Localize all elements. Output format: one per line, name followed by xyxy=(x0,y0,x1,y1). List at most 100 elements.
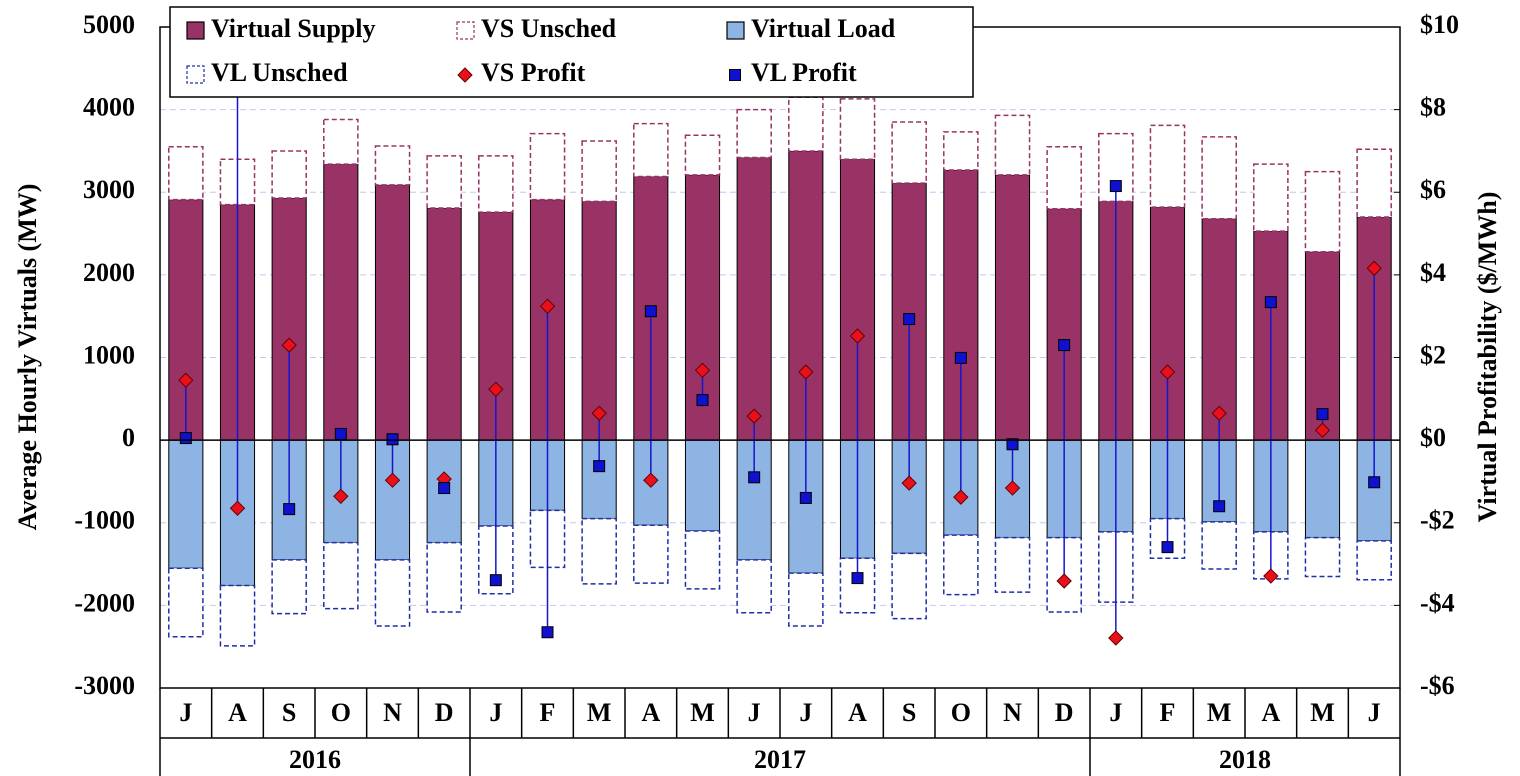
bar xyxy=(1356,148,1392,218)
x-tick-label: J xyxy=(1368,698,1381,727)
y2-tick-label: -$2 xyxy=(1420,506,1455,535)
bar xyxy=(323,118,359,165)
bar xyxy=(271,150,307,199)
x-tick-label: N xyxy=(1003,698,1022,727)
profit-marker xyxy=(798,364,814,380)
profit-marker xyxy=(386,433,399,446)
x-tick-label: J xyxy=(179,698,192,727)
profit-marker xyxy=(849,328,866,344)
x-tick-label: M xyxy=(587,698,612,727)
profit-marker xyxy=(644,305,657,318)
bar xyxy=(1304,170,1341,253)
profit-marker xyxy=(1314,422,1331,438)
bar xyxy=(1046,146,1082,210)
bar xyxy=(426,155,462,209)
group-label: 2018 xyxy=(1219,745,1271,774)
y2-tick-label: $10 xyxy=(1420,10,1459,39)
profit-marker xyxy=(1159,364,1176,380)
bar xyxy=(1149,124,1186,208)
y-tick-label: 3000 xyxy=(83,175,135,204)
profit-marker xyxy=(438,482,451,495)
y2-tick-label: $8 xyxy=(1420,93,1446,122)
profit-marker xyxy=(1108,630,1124,646)
profit-marker xyxy=(178,372,194,388)
bar xyxy=(891,552,927,620)
bar xyxy=(684,530,721,590)
bar xyxy=(891,121,927,184)
legend-swatch xyxy=(457,67,473,83)
y2-tick-label: $4 xyxy=(1420,258,1446,287)
y-tick-label: -1000 xyxy=(74,506,135,535)
x-tick-label: M xyxy=(690,698,715,727)
bar xyxy=(1253,163,1289,232)
bar xyxy=(426,541,462,613)
y-tick-label: 5000 xyxy=(83,10,135,39)
bar xyxy=(788,572,824,627)
x-tick-label: A xyxy=(641,698,660,727)
bar xyxy=(581,140,617,203)
x-tick-label: S xyxy=(282,698,296,727)
profit-marker xyxy=(953,489,969,505)
profit-marker xyxy=(1211,405,1227,421)
y2-tick-label: $2 xyxy=(1420,340,1446,369)
profit-marker xyxy=(489,574,502,587)
x-tick-label: A xyxy=(1261,698,1280,727)
x-tick-label: M xyxy=(1310,698,1335,727)
bar xyxy=(323,541,359,610)
bar xyxy=(426,207,462,441)
profit-marker xyxy=(799,491,812,504)
y2-tick-label: -$6 xyxy=(1420,671,1455,700)
x-tick-label: O xyxy=(951,698,971,727)
profit-marker xyxy=(1161,541,1174,554)
legend: Virtual Supply VS Unsched Virtual Load VL U… xyxy=(169,6,974,98)
bar xyxy=(581,517,617,585)
bar xyxy=(168,146,204,201)
y-tick-label: -2000 xyxy=(74,588,135,617)
profit-marker xyxy=(746,408,762,424)
bar xyxy=(684,134,721,176)
bar xyxy=(374,559,411,627)
bar xyxy=(529,132,566,201)
y2-axis-title: Virtual Profitability ($/MWh) xyxy=(1473,192,1502,523)
profit-marker xyxy=(901,475,917,491)
bar xyxy=(374,145,411,186)
bar xyxy=(219,584,256,647)
bar xyxy=(323,163,359,441)
profit-marker xyxy=(851,572,864,585)
bar xyxy=(1304,439,1341,539)
legend-label: VL Profit xyxy=(751,58,857,87)
profit-marker xyxy=(1316,408,1329,421)
bar xyxy=(839,98,876,160)
y-tick-label: 4000 xyxy=(83,93,135,122)
profit-marker xyxy=(1263,568,1279,584)
profit-marker xyxy=(334,427,347,440)
bar xyxy=(943,131,979,171)
bar xyxy=(478,155,514,213)
x-tick-label: J xyxy=(799,698,812,727)
profit-marker xyxy=(1368,476,1381,489)
x-tick-label: M xyxy=(1207,698,1232,727)
bar xyxy=(994,114,1031,176)
bar xyxy=(736,559,772,614)
x-tick-label: F xyxy=(540,698,556,727)
y2-tick-label: $0 xyxy=(1420,423,1446,452)
bar xyxy=(633,524,669,584)
y-tick-label: -3000 xyxy=(74,671,135,700)
profit-marker xyxy=(1366,260,1382,276)
bar xyxy=(1201,136,1237,220)
profit-marker xyxy=(1004,480,1021,496)
x-tick-label: D xyxy=(1055,698,1074,727)
bar xyxy=(633,122,669,178)
bar xyxy=(1201,218,1237,441)
group-label: 2016 xyxy=(289,745,341,774)
profit-marker xyxy=(748,471,761,484)
profit-marker xyxy=(954,351,967,364)
profit-marker xyxy=(643,472,659,488)
y2-tick-label: $6 xyxy=(1420,175,1446,204)
x-tick-label: J xyxy=(489,698,502,727)
bar xyxy=(684,439,721,532)
legend-label: VL Unsched xyxy=(211,58,348,87)
y-tick-label: 0 xyxy=(122,423,135,452)
x-tick-label: S xyxy=(902,698,916,727)
